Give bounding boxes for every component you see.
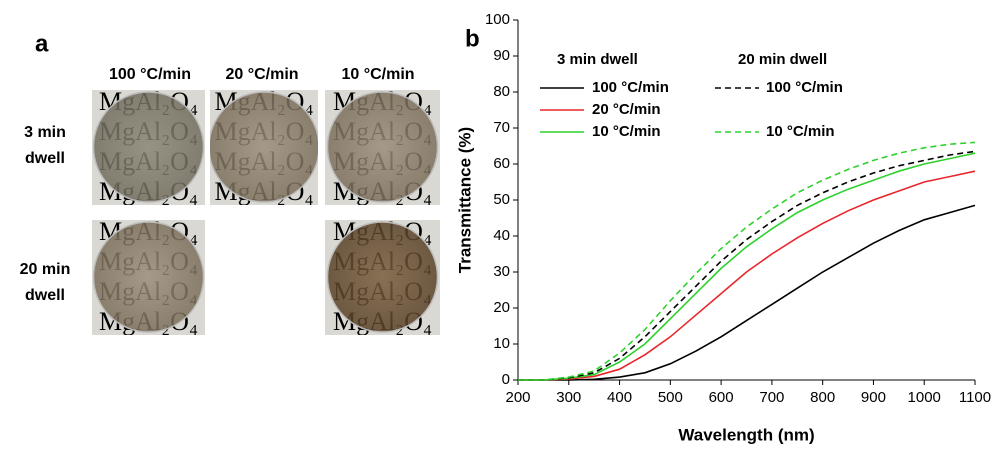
- photo: MgAl₂O₄MgAl₂O₄MgAl₂O₄MgAl₂O₄: [92, 90, 205, 205]
- y-tick-label: 40: [493, 227, 510, 244]
- row-header: 3 min: [24, 124, 66, 141]
- legend-label: 20 °C/min: [592, 101, 661, 118]
- series-line: [518, 141, 976, 381]
- series-line: [518, 152, 976, 381]
- row-header: 20 min: [20, 261, 71, 278]
- legend-label: 10 °C/min: [592, 123, 661, 140]
- disc: [92, 91, 205, 203]
- column-header: 10 °C/min: [341, 66, 414, 83]
- y-tick-label: 50: [493, 191, 510, 208]
- disc: [210, 91, 318, 203]
- y-tick-label: 0: [502, 371, 510, 388]
- y-tick-label: 20: [493, 299, 510, 316]
- column-header: 100 °C/min: [109, 66, 191, 83]
- legend-label: 100 °C/min: [592, 79, 669, 96]
- y-tick-label: 90: [493, 47, 510, 64]
- x-tick-label: 300: [556, 389, 581, 406]
- x-tick-label: 800: [810, 389, 835, 406]
- x-tick-label: 1100: [959, 389, 991, 406]
- series-line: [518, 170, 976, 381]
- disc: [92, 221, 205, 333]
- x-tick-label: 500: [658, 389, 683, 406]
- y-axis-label: Transmittance (%): [455, 127, 474, 273]
- x-tick-label: 200: [505, 389, 530, 406]
- legend-label: 10 °C/min: [766, 123, 835, 140]
- series-line: [518, 204, 976, 381]
- photo: MgAl₂O₄MgAl₂O₄MgAl₂O₄MgAl₂O₄: [325, 90, 440, 205]
- x-tick-label: 1000: [908, 389, 941, 406]
- panel-label: a: [35, 30, 49, 57]
- y-tick-label: 60: [493, 155, 510, 172]
- y-tick-label: 10: [493, 335, 510, 352]
- row-header: dwell: [25, 150, 65, 167]
- y-tick-label: 30: [493, 263, 510, 280]
- x-axis-label: Wavelength (nm): [678, 425, 814, 444]
- legend-title: 20 min dwell: [738, 51, 827, 68]
- x-tick-label: 700: [759, 389, 784, 406]
- panel-label: b: [465, 25, 480, 52]
- series-line: [518, 150, 976, 381]
- disc: [326, 91, 439, 203]
- x-tick-label: 900: [861, 389, 886, 406]
- legend-title: 3 min dwell: [557, 51, 638, 68]
- legend-label: 100 °C/min: [766, 79, 843, 96]
- y-tick-label: 70: [493, 119, 510, 136]
- photo: MgAl₂O₄MgAl₂O₄MgAl₂O₄MgAl₂O₄: [210, 90, 318, 205]
- disc: [326, 221, 439, 333]
- y-tick-label: 100: [485, 11, 510, 28]
- x-tick-label: 600: [709, 389, 734, 406]
- photo: MgAl₂O₄MgAl₂O₄MgAl₂O₄MgAl₂O₄: [325, 220, 440, 335]
- y-tick-label: 80: [493, 83, 510, 100]
- photo: MgAl₂O₄MgAl₂O₄MgAl₂O₄MgAl₂O₄: [92, 220, 205, 335]
- x-tick-label: 400: [607, 389, 632, 406]
- row-header: dwell: [25, 287, 65, 304]
- column-header: 20 °C/min: [225, 66, 298, 83]
